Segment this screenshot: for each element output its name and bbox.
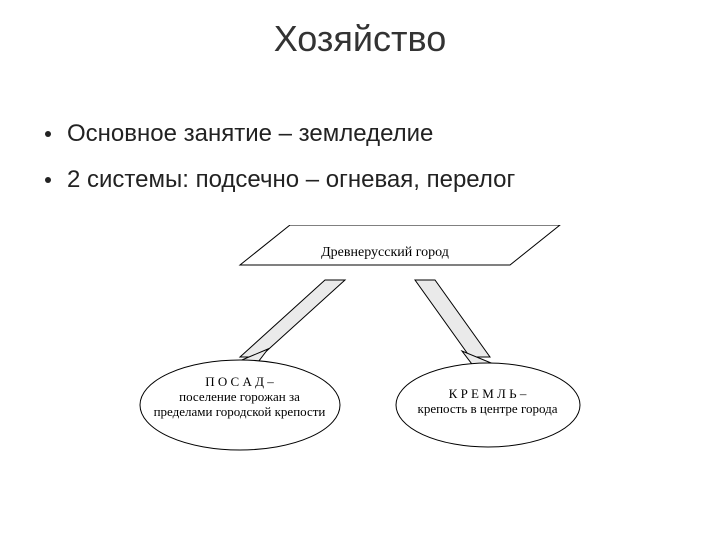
- bullet-dot-icon: [45, 177, 51, 183]
- bullet-text: Основное занятие – земледелие: [67, 118, 433, 150]
- bullet-text: 2 системы: подсечно – огневая, перелог: [67, 164, 515, 196]
- arrow-right-shaft: [415, 280, 490, 357]
- slide-title: Хозяйство: [0, 18, 720, 60]
- left-node-label: П О С А Д – поселение горожан за предела…: [152, 375, 327, 420]
- diagram-svg: [130, 225, 600, 505]
- left-node-title: П О С А Д –: [152, 375, 327, 390]
- right-node-title: К Р Е М Л Ь –: [405, 387, 570, 402]
- city-structure-diagram: {"note":"handled in JS below"} Древнерус…: [130, 225, 600, 505]
- bullet-item: 2 системы: подсечно – огневая, перелог: [45, 164, 675, 196]
- top-node-label: Древнерусский город: [275, 245, 495, 261]
- right-node-label: К Р Е М Л Ь – крепость в центре города: [405, 387, 570, 417]
- slide: Хозяйство Основное занятие – земледелие …: [0, 0, 720, 540]
- bullet-item: Основное занятие – земледелие: [45, 118, 675, 150]
- bullet-list: Основное занятие – земледелие 2 системы:…: [45, 118, 675, 211]
- arrow-left-shaft: [240, 280, 345, 357]
- right-node-desc: крепость в центре города: [405, 402, 570, 417]
- bullet-dot-icon: [45, 131, 51, 137]
- left-node-desc: поселение горожан за пределами городской…: [152, 390, 327, 420]
